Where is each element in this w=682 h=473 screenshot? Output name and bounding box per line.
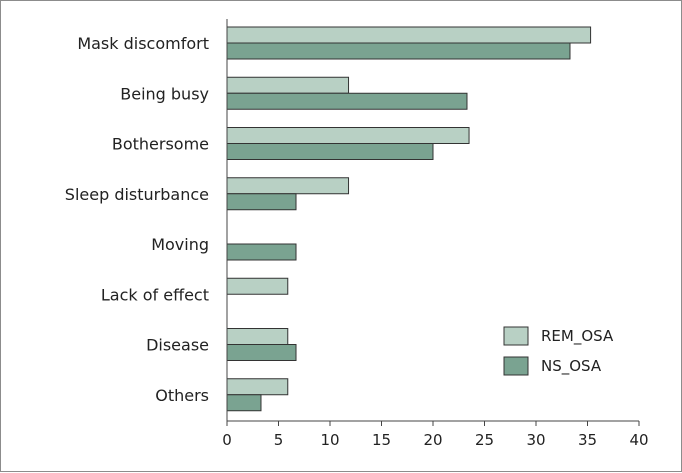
- category-label: Mask discomfort: [77, 34, 209, 53]
- x-tick-label: 5: [274, 431, 284, 449]
- x-tick-label: 25: [475, 431, 494, 449]
- bar-rem-osa-6: [226, 277, 289, 295]
- bar-ns-osa-3: [226, 143, 434, 160]
- bar-ns-osa-5: [226, 243, 297, 261]
- bar-ns-osa-1: [226, 42, 571, 60]
- bar-ns-osa-8: [226, 394, 262, 412]
- category-labels: Mask discomfort Being busy Bothersome Sleep…: [65, 34, 209, 405]
- category-label: Lack of effect: [101, 285, 209, 304]
- bar-rem-osa-2: [226, 76, 350, 94]
- x-tick-label: 35: [578, 431, 597, 449]
- legend: REM_OSA NS_OSA: [503, 326, 614, 376]
- bar-rem-osa-7: [226, 328, 289, 345]
- x-tick-label: 10: [320, 431, 339, 449]
- x-tick-label: 30: [526, 431, 545, 449]
- legend-label-rem-osa: REM_OSA: [541, 327, 614, 346]
- x-tick-labels: 0 5 10 15 20 25 30 35 40: [222, 431, 648, 449]
- axes-layer: [226, 19, 640, 426]
- category-label: Being busy: [120, 84, 209, 103]
- bar-ns-osa-2: [226, 92, 468, 110]
- bar-rem-osa-1: [226, 26, 592, 44]
- category-label: Sleep disturbance: [65, 185, 209, 204]
- x-tick-label: 0: [222, 431, 232, 449]
- bar-rem-osa-4: [226, 177, 350, 195]
- legend-label-ns-osa: NS_OSA: [541, 357, 602, 376]
- legend-swatch-rem-osa: [503, 326, 529, 346]
- category-label: Others: [155, 386, 209, 405]
- bar-rem-osa-8: [226, 378, 289, 396]
- category-label: Bothersome: [112, 135, 209, 154]
- bar-ns-osa-4: [226, 193, 297, 211]
- bar-ns-osa-7: [226, 344, 297, 361]
- x-tick-label: 40: [629, 431, 648, 449]
- x-tick-label: 20: [423, 431, 442, 449]
- legend-swatch-ns-osa: [503, 356, 529, 376]
- bar-rem-osa-3: [226, 127, 470, 144]
- category-label: Moving: [151, 235, 209, 254]
- bars-layer: [226, 26, 592, 412]
- category-label: Disease: [146, 336, 209, 355]
- x-tick-label: 15: [372, 431, 391, 449]
